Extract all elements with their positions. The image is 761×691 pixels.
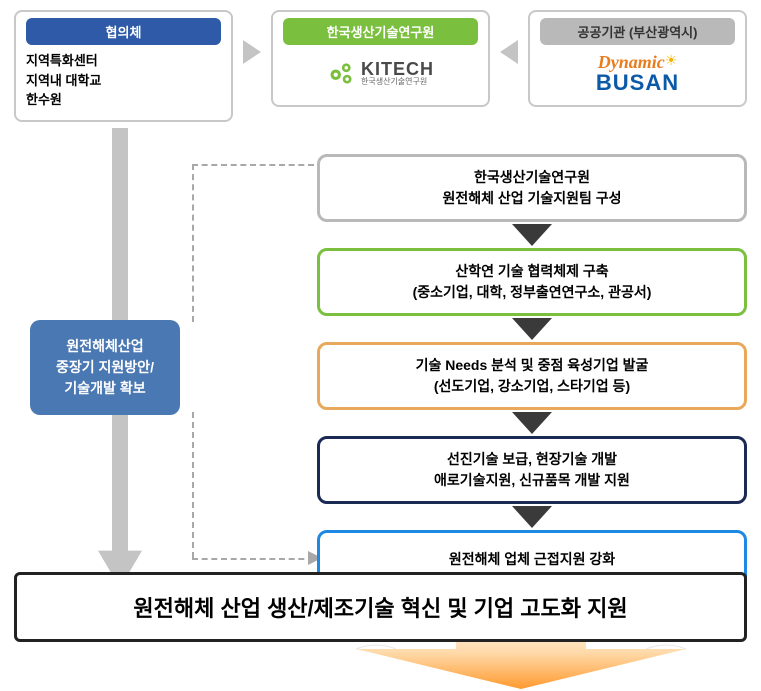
header-box-mid: 한국생산기술연구원 KITECH 한국생산기술연구원 [271,10,490,107]
bottom-banner: 원전해체 산업 생산/제조기술 혁신 및 기업 고도화 지원 [14,572,747,642]
blue-box-line: 중장기 지원방안/ [40,357,170,378]
busan-logo: Dynamic☀ BUSAN [540,51,735,95]
stage-line: 애로기술지원, 신규품목 개발 지원 [332,470,732,491]
blue-strategy-box: 원전해체산업 중장기 지원방안/ 기술개발 확보 [30,320,180,415]
dashed-connector [192,558,314,560]
triangle-right-icon [241,10,263,66]
header-box-left: 협의체 지역특화센터 지역내 대학교 한수원 [14,10,233,122]
header-left-line: 지역특화센터 [26,51,221,71]
stage-box: 산학연 기술 협력체제 구축 (중소기업, 대학, 정부출연연구소, 관공서) [317,248,747,316]
dashed-connector [192,164,314,166]
down-arrow-icon [317,318,747,340]
blue-box-line: 원전해체산업 [40,336,170,357]
stage-line: (선도기업, 강소기업, 스타기업 등) [332,376,732,397]
header-box-right: 공공기관 (부산광역시) Dynamic☀ BUSAN [528,10,747,107]
dashed-connector [192,412,194,558]
busan-logo-main: BUSAN [596,70,679,95]
kitech-logo-subtext: 한국생산기술연구원 [361,78,434,86]
stage-box: 한국생산기술연구원 원전해체 산업 기술지원팀 구성 [317,154,747,222]
stage-line: 원전해체 업체 근접지원 강화 [332,549,732,570]
stage-line: 산학연 기술 협력체제 구축 [332,261,732,282]
kitech-mark-icon [327,59,355,87]
sun-icon: ☀ [665,52,678,68]
dashed-connector [192,164,194,322]
stage-line: 한국생산기술연구원 [332,167,732,188]
header-left-line: 한수원 [26,90,221,110]
stage-box: 선진기술 보급, 현장기술 개발 애로기술지원, 신규품목 개발 지원 [317,436,747,504]
kitech-logo-text: KITECH [361,60,434,78]
down-arrow-icon [317,412,747,434]
stage-line: (중소기업, 대학, 정부출연연구소, 관공서) [332,282,732,303]
header-body-left: 지역특화센터 지역내 대학교 한수원 [26,51,221,110]
stages-column: 한국생산기술연구원 원전해체 산업 기술지원팀 구성 산학연 기술 협력체제 구… [317,154,747,593]
stage-line: 기술 Needs 분석 및 중점 육성기업 발굴 [332,355,732,376]
stage-line: 선진기술 보급, 현장기술 개발 [332,449,732,470]
header-tab-right: 공공기관 (부산광역시) [540,18,735,45]
header-tab-left: 협의체 [26,18,221,45]
blue-box-line: 기술개발 확보 [40,378,170,399]
stage-line: 원전해체 산업 기술지원팀 구성 [332,188,732,209]
stage-box: 기술 Needs 분석 및 중점 육성기업 발굴 (선도기업, 강소기업, 스타… [317,342,747,410]
triangle-left-icon [498,10,520,66]
kitech-logo: KITECH 한국생산기술연구원 [283,51,478,95]
down-arrow-icon [317,224,747,246]
header-row: 협의체 지역특화센터 지역내 대학교 한수원 한국생산기술연구원 K [0,0,761,122]
header-tab-mid: 한국생산기술연구원 [283,18,478,45]
busan-logo-top: Dynamic [598,52,665,72]
header-left-line: 지역내 대학교 [26,71,221,91]
down-arrow-icon [317,506,747,528]
